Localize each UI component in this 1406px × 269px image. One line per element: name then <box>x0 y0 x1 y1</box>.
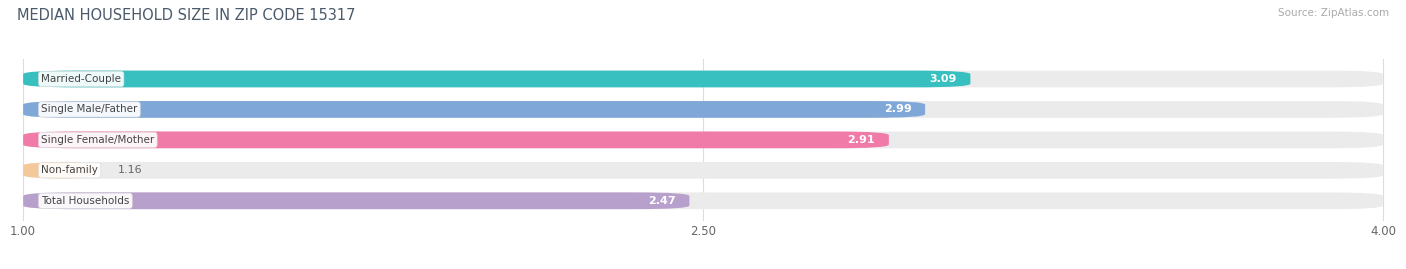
FancyBboxPatch shape <box>22 101 925 118</box>
Text: Single Female/Mother: Single Female/Mother <box>41 135 155 145</box>
Text: 3.09: 3.09 <box>929 74 957 84</box>
Text: Non-family: Non-family <box>41 165 98 175</box>
FancyBboxPatch shape <box>22 192 1384 209</box>
FancyBboxPatch shape <box>22 70 970 87</box>
Text: 2.99: 2.99 <box>884 104 911 114</box>
FancyBboxPatch shape <box>22 162 96 179</box>
Text: Total Households: Total Households <box>41 196 129 206</box>
FancyBboxPatch shape <box>22 162 1384 179</box>
FancyBboxPatch shape <box>22 132 1384 148</box>
Text: 1.16: 1.16 <box>118 165 143 175</box>
FancyBboxPatch shape <box>22 101 1384 118</box>
Text: Source: ZipAtlas.com: Source: ZipAtlas.com <box>1278 8 1389 18</box>
Text: MEDIAN HOUSEHOLD SIZE IN ZIP CODE 15317: MEDIAN HOUSEHOLD SIZE IN ZIP CODE 15317 <box>17 8 356 23</box>
Text: 2.47: 2.47 <box>648 196 676 206</box>
Text: 2.91: 2.91 <box>848 135 876 145</box>
Text: Single Male/Father: Single Male/Father <box>41 104 138 114</box>
Text: Married-Couple: Married-Couple <box>41 74 121 84</box>
FancyBboxPatch shape <box>22 70 1384 87</box>
FancyBboxPatch shape <box>22 192 689 209</box>
FancyBboxPatch shape <box>22 132 889 148</box>
